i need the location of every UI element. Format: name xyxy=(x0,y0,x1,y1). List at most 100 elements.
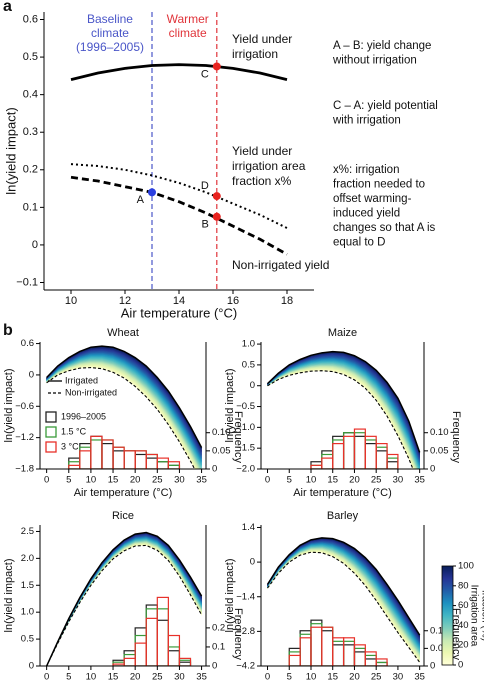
y-tick-label: 1.0 xyxy=(21,607,34,618)
histogram-bar xyxy=(112,659,125,666)
curve xyxy=(46,345,203,448)
histogram-bar xyxy=(145,617,158,666)
y2-tick-label: 0 xyxy=(212,464,217,475)
histogram-bar xyxy=(364,443,377,469)
y-tick-label: 0.6 xyxy=(21,338,34,349)
histogram-bar xyxy=(134,627,147,666)
y-tick-label: −2.0 xyxy=(236,464,255,475)
x-tick-label: 35 xyxy=(196,672,207,683)
histogram-bar xyxy=(299,637,312,666)
y-tick-label: 0.2 xyxy=(23,164,38,176)
y-tick-label: 0 xyxy=(250,557,255,568)
histogram-bar xyxy=(145,453,158,469)
histogram-bar xyxy=(156,461,169,469)
histogram-bar xyxy=(123,450,136,469)
histogram-bar xyxy=(156,457,169,469)
histogram-bar xyxy=(156,619,169,666)
histogram-bar xyxy=(90,435,103,469)
x-tick-label: 15 xyxy=(108,672,119,683)
legend-label: Irrigated xyxy=(65,375,98,385)
y-tick-label: −1.0 xyxy=(236,422,255,433)
y-tick-label: 0.5 xyxy=(242,359,255,370)
y2-tick-label: 0.1 xyxy=(212,641,225,652)
histogram-bar xyxy=(123,450,136,469)
point xyxy=(212,62,221,71)
histogram-bar xyxy=(310,626,323,666)
y2-tick-label: 0 xyxy=(430,464,435,475)
point-label: D xyxy=(201,180,209,192)
legend-swatch xyxy=(45,441,57,453)
x-tick-label: 20 xyxy=(130,672,141,683)
colorbar-tick-label: 40 xyxy=(458,620,469,631)
y-tick-label: 0 xyxy=(250,380,255,391)
histogram-bar xyxy=(342,637,356,666)
x-tick-label: 25 xyxy=(371,672,382,683)
colorbar-tick-label: 20 xyxy=(458,640,469,651)
curve-label: Yield under xyxy=(232,32,292,46)
histogram-bar xyxy=(299,633,312,666)
histogram-bar xyxy=(68,464,81,469)
x-tick-label: 0 xyxy=(44,672,49,683)
climate-label: Warmer xyxy=(167,12,209,26)
point-label: C xyxy=(201,68,209,80)
legend-label: 1.5 °C xyxy=(61,426,87,436)
histogram-bar xyxy=(156,608,169,666)
y-tick-label: −0.1 xyxy=(16,276,38,288)
curve xyxy=(267,350,421,453)
histogram-bar xyxy=(145,608,158,666)
y-tick-label: 0.4 xyxy=(23,89,38,101)
x-tick-label: 25 xyxy=(152,672,163,683)
histogram-bar xyxy=(342,644,356,666)
x-axis-label: Air temperature (°C) xyxy=(293,684,392,685)
histogram-bar xyxy=(167,461,181,469)
histogram-bar xyxy=(101,443,114,469)
colorbar xyxy=(441,565,454,666)
x-tick-label: 5 xyxy=(66,475,71,486)
note: C – A: yield potential xyxy=(333,100,438,112)
x-tick-label: 25 xyxy=(371,475,382,486)
histogram-bar xyxy=(332,637,345,666)
fraction-band xyxy=(46,533,202,666)
histogram-bar xyxy=(321,457,334,469)
curve-label: Yield under xyxy=(232,144,292,158)
fraction-band xyxy=(46,532,202,666)
histogram-bar xyxy=(90,435,103,469)
x-tick-label: 10 xyxy=(306,672,317,683)
x-tick-label: 15 xyxy=(108,475,119,486)
climate-label: (1996–2005) xyxy=(76,40,144,54)
histogram-bar xyxy=(156,461,169,469)
y2-tick-label: 0.05 xyxy=(212,445,231,456)
y2-axis-label: Frequency xyxy=(232,608,244,660)
histogram-bar xyxy=(101,439,114,469)
x-axis-label: Air temperature (°C) xyxy=(74,684,173,685)
histogram-bar xyxy=(353,651,366,666)
y-tick-label: 0.1 xyxy=(23,201,38,213)
y-tick-label: −2.8 xyxy=(236,626,255,637)
y2-tick-label: 0 xyxy=(212,661,217,672)
y-tick-label: −1.2 xyxy=(15,432,34,443)
y2-tick-label: 0 xyxy=(430,661,435,672)
colorbar-tick-label: 60 xyxy=(458,600,469,611)
colorbar-label: Irrigation area xyxy=(468,585,479,647)
x-tick-label: 15 xyxy=(327,672,338,683)
y-tick-label: 0 xyxy=(29,369,34,380)
y-axis-label: ln(yield impact) xyxy=(3,107,18,194)
histogram-bar xyxy=(68,457,81,469)
colorbar-tick-label: 0 xyxy=(458,660,463,671)
curve xyxy=(45,531,203,666)
y2-axis-label: Frequency xyxy=(232,411,244,463)
x-tick-label: 30 xyxy=(174,672,185,683)
histogram-bar xyxy=(310,464,323,469)
curve-label: fraction x% xyxy=(232,174,292,188)
histogram-bar xyxy=(375,450,388,469)
x-tick-label: 20 xyxy=(349,475,360,486)
histogram-bar xyxy=(134,634,147,666)
histogram-bar xyxy=(178,659,192,666)
x-tick-label: 30 xyxy=(174,475,185,486)
histogram-bar xyxy=(364,435,377,469)
x-tick-label: 16 xyxy=(227,295,239,307)
point xyxy=(148,188,156,197)
histogram-bar xyxy=(332,435,345,469)
x-tick-label: 30 xyxy=(393,672,404,683)
histogram-bar xyxy=(288,647,301,666)
